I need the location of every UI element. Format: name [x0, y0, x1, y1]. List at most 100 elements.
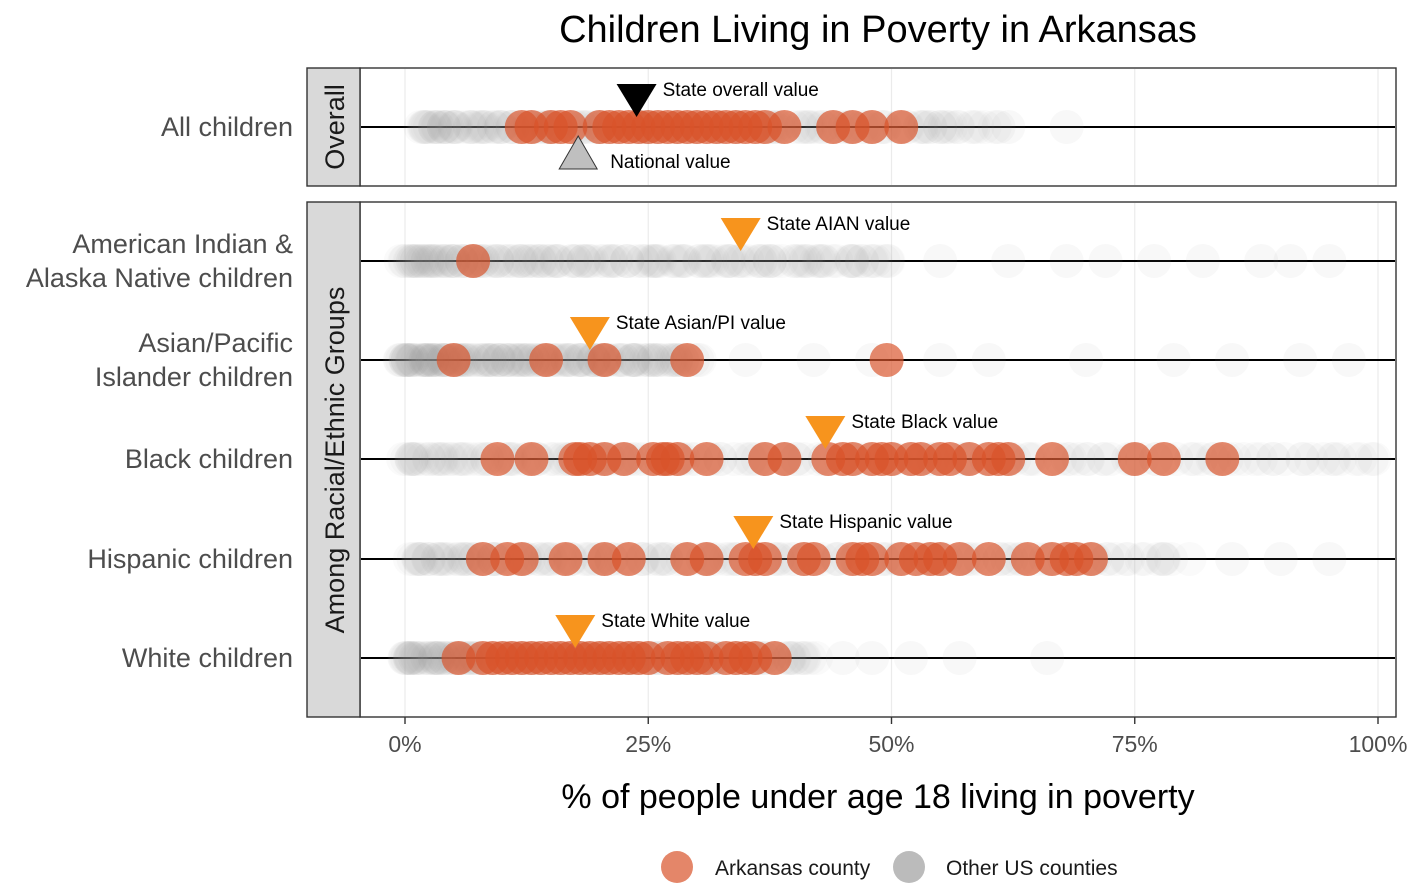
other-county-point [411, 542, 446, 576]
other-county-point [406, 641, 441, 675]
other-county-point [432, 442, 467, 476]
other-county-point [405, 244, 440, 278]
other-county-point [1049, 110, 1084, 144]
other-county-point [1124, 542, 1159, 576]
other-county-point [784, 244, 819, 278]
other-county-point [594, 244, 629, 278]
other-county-point [743, 244, 778, 278]
other-county-point [388, 641, 423, 675]
other-county-point [464, 110, 499, 144]
other-county-point [977, 110, 1012, 144]
row-labels: All children American Indian & Alaska Nati… [26, 112, 293, 673]
other-county-point [491, 343, 526, 377]
x-axis-title: % of people under age 18 living in pover… [561, 778, 1194, 816]
other-county-point [558, 244, 593, 278]
arkansas-county-point [606, 442, 641, 476]
other-county-point [412, 110, 447, 144]
other-county-point [1322, 442, 1357, 476]
other-county-point [403, 110, 438, 144]
arkansas-county-point [465, 542, 500, 576]
other-county-point [387, 244, 422, 278]
other-county-point [941, 110, 976, 144]
other-county-point [757, 244, 792, 278]
arkansas-county-point [436, 343, 471, 377]
other-county-point [410, 244, 445, 278]
other-county-point [554, 244, 589, 278]
other-county-point [593, 244, 628, 278]
other-county-point [659, 244, 694, 278]
other-county-point [434, 442, 469, 476]
state-marker-hispanic [733, 516, 774, 549]
other-county-point [463, 110, 498, 144]
other-county-point [832, 244, 867, 278]
legend-label-other: Other US counties [946, 857, 1118, 880]
arkansas-county-point [757, 641, 792, 675]
other-county-point [799, 244, 834, 278]
other-county-point [475, 343, 510, 377]
other-county-point [483, 343, 518, 377]
legend: Arkansas county Other US counties [661, 851, 1118, 883]
row-label-asian: Asian/Pacific [138, 328, 293, 358]
other-county-point [907, 110, 942, 144]
other-county-point [1069, 343, 1104, 377]
state-marker-white [555, 615, 596, 648]
other-county-point [597, 244, 632, 278]
other-county-point [553, 343, 588, 377]
other-county-point [522, 244, 557, 278]
arkansas-county-point [548, 542, 583, 576]
other-county-point [399, 244, 434, 278]
other-county-point [786, 641, 821, 675]
other-county-point [641, 542, 676, 576]
other-county-point [481, 343, 516, 377]
strip-groups [306, 201, 361, 718]
other-county-point [1145, 542, 1180, 576]
legend-swatch-other [893, 851, 925, 883]
other-county-point [529, 244, 564, 278]
other-county-point [705, 244, 740, 278]
other-county-point [776, 244, 811, 278]
other-county-point [562, 343, 597, 377]
other-county-point [1061, 442, 1096, 476]
other-county-point [476, 110, 511, 144]
other-county-point [412, 542, 447, 576]
other-county-point [428, 244, 463, 278]
other-county-point [518, 244, 553, 278]
other-county-point [499, 343, 534, 377]
state-marker-aian [720, 218, 761, 251]
other-county-point [1263, 542, 1298, 576]
other-county-point [426, 244, 461, 278]
other-county-point [1185, 244, 1220, 278]
other-county-point [405, 343, 440, 377]
other-county-point [635, 244, 670, 278]
other-county-point [389, 343, 424, 377]
other-county-point [764, 244, 799, 278]
other-county-point [404, 542, 439, 576]
other-county-point [426, 110, 461, 144]
arkansas-county-point [1010, 542, 1045, 576]
x-tick-label: 0% [388, 731, 421, 757]
other-county-point [394, 442, 429, 476]
other-county-point [432, 542, 467, 576]
other-county-point [398, 641, 433, 675]
other-county-point [923, 244, 958, 278]
x-tick-label: 100% [1349, 731, 1408, 757]
other-county-point [497, 343, 532, 377]
other-county-point [1283, 343, 1318, 377]
strip-label-overall: Overall [320, 84, 350, 170]
other-county-point [437, 110, 472, 144]
other-county-point [610, 244, 645, 278]
other-county-point [575, 244, 610, 278]
arkansas-county-point [670, 343, 705, 377]
other-county-point [475, 343, 510, 377]
other-county-point [443, 442, 478, 476]
other-county-point [967, 110, 1002, 144]
row-label-aian: Alaska Native children [26, 263, 293, 293]
other-county-point [482, 343, 517, 377]
other-county-point [472, 343, 507, 377]
other-county-point [502, 244, 537, 278]
other-county-point [412, 641, 447, 675]
other-county-point [693, 244, 728, 278]
other-county-point [753, 244, 788, 278]
row-label-black: Black children [125, 444, 293, 474]
other-county-point [991, 110, 1026, 144]
